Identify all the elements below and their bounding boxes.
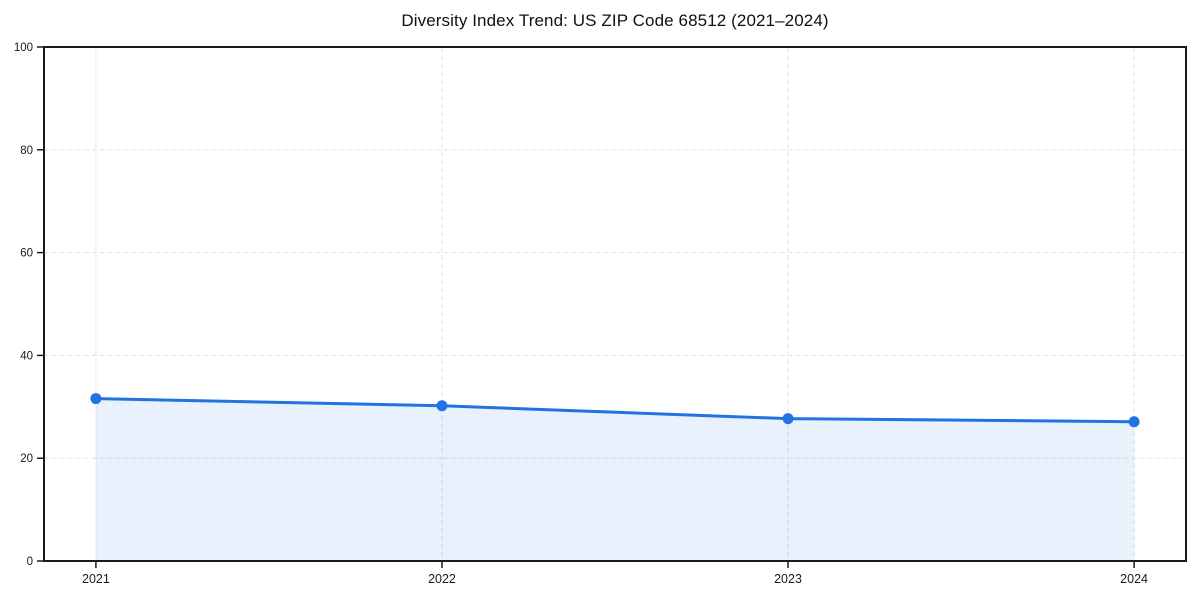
chart-title: Diversity Index Trend: US ZIP Code 68512… xyxy=(401,11,829,30)
area-fill xyxy=(95,398,1135,561)
y-tick-label: 20 xyxy=(20,453,33,465)
x-tick-label: 2023 xyxy=(774,572,802,586)
data-point-2023 xyxy=(782,413,794,425)
plot-border xyxy=(43,46,1187,562)
data-point-2024 xyxy=(1128,416,1140,428)
y-tick-label: 60 xyxy=(20,248,33,260)
y-tick-label: 100 xyxy=(14,42,33,54)
x-tick-label: 2021 xyxy=(82,572,110,586)
y-tick-label: 40 xyxy=(20,350,33,362)
data-point-2022 xyxy=(436,400,448,412)
y-tick-label: 80 xyxy=(20,145,33,157)
data-point-2021 xyxy=(90,393,102,405)
x-tick-label: 2022 xyxy=(428,572,456,586)
trend-line xyxy=(95,397,1135,424)
y-tick-label: 0 xyxy=(27,556,33,568)
x-tick-label: 2024 xyxy=(1120,572,1148,586)
